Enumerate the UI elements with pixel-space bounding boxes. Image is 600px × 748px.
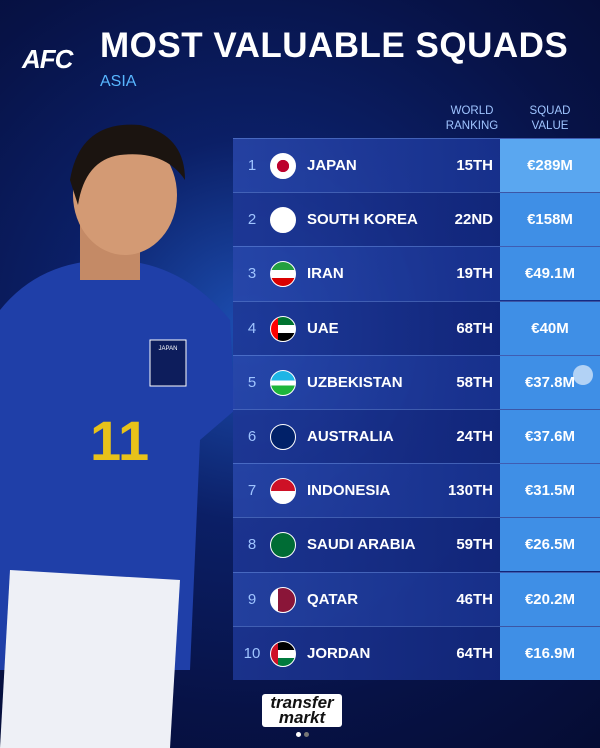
world-ranking: 130TH bbox=[447, 482, 493, 500]
page-dot[interactable] bbox=[304, 732, 309, 737]
table-row: 2 SOUTH KOREA 22ND €158M bbox=[233, 192, 600, 247]
table-row: 7 INDONESIA 130TH €31.5M bbox=[233, 463, 600, 518]
table-row: 10 JORDAN 64TH €16.9M bbox=[233, 625, 600, 680]
world-ranking: 68TH bbox=[456, 319, 493, 337]
rank: 2 bbox=[247, 211, 257, 229]
table-row: 4 UAE 68TH €40M bbox=[233, 300, 600, 355]
table-row: 1 JAPAN 15TH €289M bbox=[233, 138, 600, 193]
title: MOST VALUABLE SQUADS bbox=[100, 26, 569, 65]
country: SOUTH KOREA bbox=[307, 211, 418, 229]
brand-text: transfer bbox=[270, 693, 334, 712]
table: 1 JAPAN 15TH €289M 2 SOUTH KOREA 22ND €158M 3 IRA… bbox=[233, 138, 600, 680]
flag-icon bbox=[270, 261, 296, 288]
subtitle: ASIA bbox=[100, 73, 137, 90]
squad-value: €37.6M bbox=[500, 409, 600, 463]
country: JORDAN bbox=[307, 644, 371, 662]
jersey-crest: JAPAN bbox=[159, 346, 178, 352]
squad-value: €49.1M bbox=[500, 247, 600, 301]
flag-icon bbox=[270, 640, 296, 667]
country: JAPAN bbox=[307, 157, 357, 174]
squad-value: €26.5M bbox=[500, 518, 600, 572]
rank: 1 bbox=[247, 157, 257, 174]
world-ranking: 59TH bbox=[456, 536, 493, 554]
country: UZBEKISTAN bbox=[307, 373, 403, 391]
squad-value: €16.9M bbox=[500, 626, 600, 680]
rank: 4 bbox=[247, 319, 257, 337]
table-row: 3 IRAN 19TH €49.1M bbox=[233, 246, 600, 301]
squad-value: €289M bbox=[500, 139, 600, 192]
brand-text: markt bbox=[278, 708, 326, 727]
flag-icon bbox=[270, 586, 296, 613]
rank: 7 bbox=[247, 482, 257, 500]
column-header: SQUAD VALUE bbox=[529, 105, 571, 132]
world-ranking: 24TH bbox=[456, 427, 493, 445]
country: SAUDI ARABIA bbox=[307, 536, 416, 554]
rank: 3 bbox=[247, 265, 257, 283]
rank: 10 bbox=[243, 644, 261, 662]
squad-value: €31.5M bbox=[500, 464, 600, 518]
country: INDONESIA bbox=[307, 482, 391, 500]
logo: AFC bbox=[22, 44, 73, 74]
squad-value: €158M bbox=[500, 193, 600, 247]
flag-icon bbox=[270, 532, 296, 559]
page-dot[interactable] bbox=[296, 732, 301, 737]
flag-icon bbox=[270, 207, 296, 234]
flag-icon bbox=[270, 315, 296, 342]
world-ranking: 22ND bbox=[454, 211, 493, 229]
rank: 8 bbox=[247, 536, 257, 554]
flag-icon bbox=[270, 369, 296, 396]
next-arrow[interactable] bbox=[573, 365, 593, 385]
rank: 9 bbox=[247, 590, 257, 608]
rank: 6 bbox=[247, 427, 257, 445]
squad-value: €20.2M bbox=[500, 572, 600, 626]
rank: 5 bbox=[247, 373, 257, 391]
table-row: 8 SAUDI ARABIA 59TH €26.5M bbox=[233, 517, 600, 572]
table-row: 6 AUSTRALIA 24TH €37.6M bbox=[233, 408, 600, 464]
column-header: WORLD RANKING bbox=[445, 105, 499, 132]
country: UAE bbox=[307, 319, 339, 337]
table-row: 9 QATAR 46TH €20.2M bbox=[233, 571, 600, 626]
flag-icon bbox=[270, 153, 296, 179]
flag-icon bbox=[270, 423, 296, 450]
flag-icon bbox=[270, 478, 296, 505]
brand-logo: transfer markt bbox=[262, 694, 342, 727]
world-ranking: 64TH bbox=[456, 644, 493, 662]
world-ranking: 15TH bbox=[456, 157, 493, 174]
table-row: 5 UZBEKISTAN 58TH €37.8M bbox=[233, 354, 600, 409]
world-ranking: 46TH bbox=[456, 590, 493, 608]
country: IRAN bbox=[307, 265, 344, 283]
player-image: 11 JAPAN bbox=[0, 124, 235, 748]
country: QATAR bbox=[307, 590, 359, 608]
jersey-number: 11 bbox=[90, 409, 149, 472]
country: AUSTRALIA bbox=[307, 427, 394, 445]
world-ranking: 58TH bbox=[456, 373, 493, 391]
world-ranking: 19TH bbox=[456, 265, 493, 283]
squad-value: €40M bbox=[500, 301, 600, 355]
